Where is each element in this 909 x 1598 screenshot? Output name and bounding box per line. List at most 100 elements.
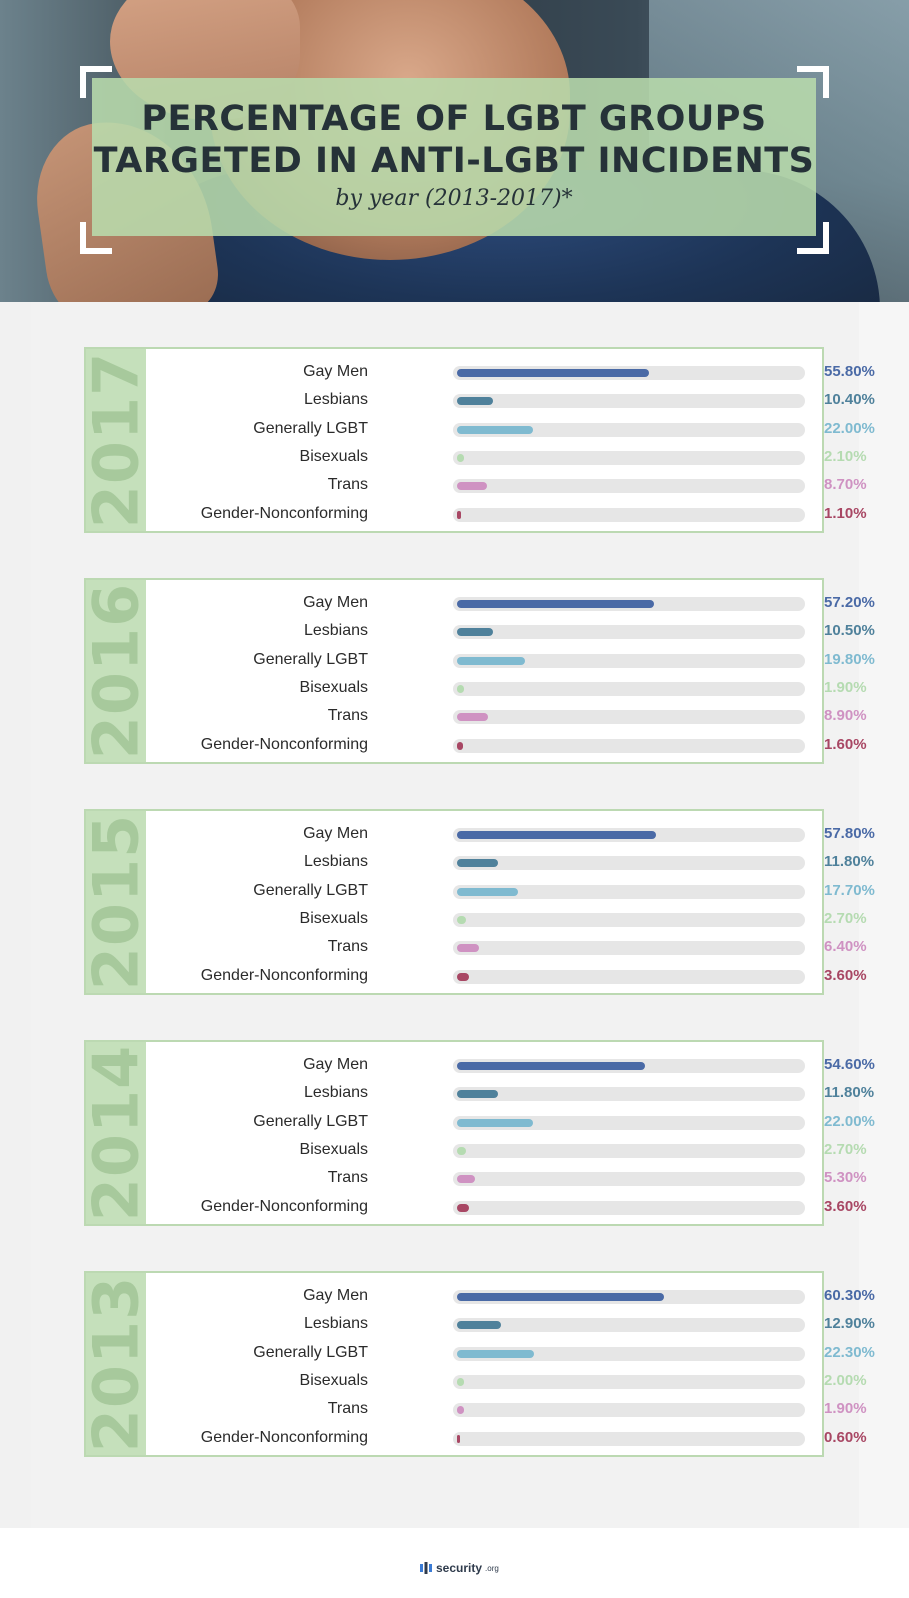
value-label: 8.90% xyxy=(824,707,867,725)
bar-track xyxy=(453,828,805,842)
category-label: Bisexuals xyxy=(299,909,368,927)
bar-track xyxy=(453,1087,805,1102)
category-label: Gender-Nonconforming xyxy=(200,1428,368,1446)
bar-row: Lesbians 11.80% xyxy=(146,1080,874,1108)
bar-row: Bisexuals 2.70% xyxy=(146,1137,867,1165)
bar-track xyxy=(453,884,805,899)
bar-track xyxy=(453,422,805,437)
value-label: 57.20% xyxy=(824,594,875,611)
bar-row: Gender-Nonconforming 1.60% xyxy=(146,732,867,760)
bar-fill xyxy=(457,1349,534,1358)
year-panel-2017: 2017 Gay Men 55.80% Lesbians 10.40% Generally… xyxy=(80,347,875,533)
year-panel-2016: 2016 Gay Men 57.20% Lesbians 10.50% Generally… xyxy=(80,578,875,764)
bar-track xyxy=(453,969,805,984)
year-panel-2015: 2015 Gay Men 57.80% Lesbians 11.80% Generally… xyxy=(80,809,875,995)
value-label: 1.90% xyxy=(824,1400,867,1418)
bar-track xyxy=(453,450,805,465)
bar-track xyxy=(453,1431,805,1446)
bar-fill xyxy=(457,944,480,953)
category-label: Gender-Nonconforming xyxy=(200,1197,368,1215)
bar-track xyxy=(453,1200,805,1215)
bar-row: Gender-Nonconforming 0.60% xyxy=(146,1425,867,1453)
value-label: 10.50% xyxy=(824,622,875,640)
bar-fill xyxy=(457,1377,464,1386)
chart-title-line2: TARGETED IN ANTI-LGBT INCIDENTS xyxy=(93,141,815,181)
category-label: Trans xyxy=(327,707,368,725)
value-label: 0.60% xyxy=(824,1428,867,1446)
bar-track xyxy=(453,1172,805,1187)
bar-fill xyxy=(457,972,470,981)
bar-fill xyxy=(457,1203,470,1212)
bar-track xyxy=(453,1403,805,1418)
category-label: Lesbians xyxy=(303,1084,368,1102)
bar-fill xyxy=(457,713,488,722)
bar-fill xyxy=(457,741,463,750)
bar-row: Lesbians 12.90% xyxy=(146,1311,875,1339)
value-label: 3.60% xyxy=(824,1197,867,1215)
category-label: Lesbians xyxy=(303,1315,368,1333)
year-label: 2014 xyxy=(79,1044,153,1222)
bar-row: Bisexuals 2.00% xyxy=(146,1368,867,1396)
bar-fill xyxy=(457,425,533,434)
corner-bracket-icon xyxy=(797,66,829,98)
bar-row: Gay Men 54.60% xyxy=(146,1052,875,1080)
bar-fill xyxy=(457,1293,665,1301)
corner-bracket-icon xyxy=(797,222,829,254)
category-label: Gender-Nonconforming xyxy=(200,966,368,984)
bar-track xyxy=(453,597,805,611)
bar-row: Gay Men 57.20% xyxy=(146,590,875,618)
bar-track xyxy=(453,1059,805,1073)
bar-track xyxy=(453,738,805,753)
bar-row: Trans 8.70% xyxy=(146,472,867,500)
value-label: 10.40% xyxy=(824,391,875,409)
bar-fill xyxy=(457,831,656,839)
bar-row: Trans 6.40% xyxy=(146,934,867,962)
bar-row: Lesbians 10.50% xyxy=(146,618,875,646)
corner-bracket-icon xyxy=(80,222,112,254)
hero-photo: PERCENTAGE OF LGBT GROUPS TARGETED IN AN… xyxy=(0,0,909,302)
category-label: Generally LGBT xyxy=(253,419,368,437)
brand-name: security xyxy=(436,1561,483,1575)
security-shield-icon xyxy=(420,1562,432,1574)
footer: security .org xyxy=(0,1528,909,1598)
category-label: Generally LGBT xyxy=(253,881,368,899)
year-tab: 2016 xyxy=(80,580,153,762)
value-label: 2.70% xyxy=(824,909,867,927)
bar-row: Bisexuals 1.90% xyxy=(146,675,867,703)
bar-row: Lesbians 10.40% xyxy=(146,387,875,415)
category-label: Bisexuals xyxy=(299,1140,368,1158)
bar-fill xyxy=(457,684,464,693)
bar-fill xyxy=(457,453,465,462)
bar-track xyxy=(453,394,805,409)
year-label: 2015 xyxy=(79,813,153,991)
bar-fill xyxy=(457,1434,460,1443)
bar-fill xyxy=(457,482,487,491)
year-label: 2017 xyxy=(79,351,153,529)
value-label: 54.60% xyxy=(824,1056,875,1073)
brand-tld: .org xyxy=(485,1563,499,1573)
value-label: 55.80% xyxy=(824,363,875,380)
chart-title-line1: PERCENTAGE OF LGBT GROUPS xyxy=(141,99,767,139)
category-label: Gay Men xyxy=(303,825,368,842)
bar-track xyxy=(453,1346,805,1361)
value-label: 22.30% xyxy=(824,1343,875,1361)
bar-row: Gender-Nonconforming 1.10% xyxy=(146,501,867,529)
bar-track xyxy=(453,653,805,668)
value-label: 1.90% xyxy=(824,678,867,696)
year-panel-2013: 2013 Gay Men 60.30% Lesbians 12.90% Generally… xyxy=(80,1271,875,1457)
brand-logo[interactable]: security .org xyxy=(419,1559,499,1577)
bar-track xyxy=(453,710,805,725)
year-panel-2014: 2014 Gay Men 54.60% Lesbians 11.80% Generally… xyxy=(80,1040,875,1226)
category-label: Gender-Nonconforming xyxy=(200,504,368,522)
value-label: 8.70% xyxy=(824,476,867,494)
bar-fill xyxy=(457,369,649,377)
category-label: Lesbians xyxy=(303,853,368,871)
category-label: Trans xyxy=(327,476,368,494)
category-label: Bisexuals xyxy=(299,678,368,696)
year-tab: 2015 xyxy=(80,811,153,993)
value-label: 2.10% xyxy=(824,447,867,465)
bar-track xyxy=(453,1374,805,1389)
category-label: Generally LGBT xyxy=(253,1112,368,1130)
year-label: 2016 xyxy=(79,582,153,760)
year-tab: 2014 xyxy=(80,1042,153,1224)
